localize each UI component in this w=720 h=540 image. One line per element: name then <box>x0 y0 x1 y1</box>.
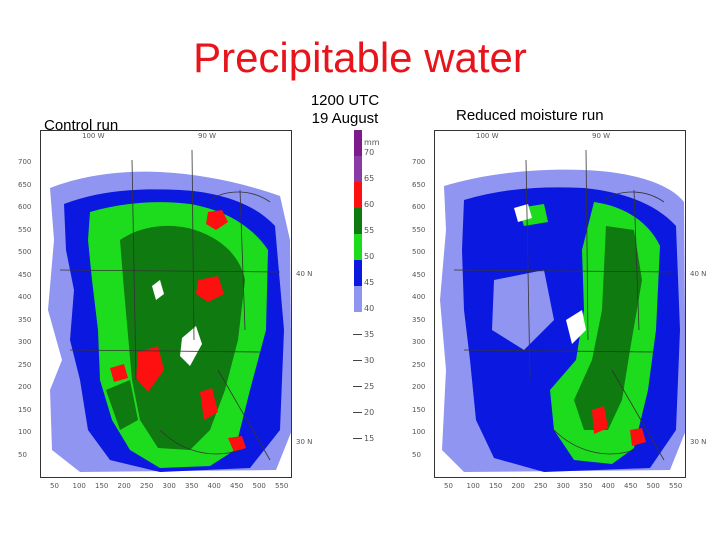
colorbar-tick-20 <box>353 412 362 413</box>
lat-label-right-40n: 40 N <box>690 270 707 278</box>
control-run-map <box>40 130 292 478</box>
colorbar-level-55: 55 <box>364 226 375 235</box>
y-tick-left-550: 550 <box>18 225 32 234</box>
colorbar-swatch-70 <box>354 130 362 156</box>
x-tick-left-300: 300 <box>162 482 176 490</box>
valid-time-date: 19 August <box>311 110 379 127</box>
colorbar-level-25: 25 <box>364 382 375 391</box>
x-tick-left-50: 50 <box>50 482 59 490</box>
lat-label-right-30n: 30 N <box>690 438 707 446</box>
x-tick-right-250: 250 <box>534 482 548 490</box>
lon-label-left-100w: 100 W <box>82 132 105 140</box>
x-tick-left-350: 350 <box>185 482 199 490</box>
lon-label-right-100w: 100 W <box>476 132 499 140</box>
colorbar-level-50: 50 <box>364 252 375 261</box>
reduced-moisture-map <box>434 130 686 478</box>
x-tick-right-100: 100 <box>466 482 480 490</box>
x-tick-right-550: 550 <box>669 482 683 490</box>
pw-field-layers <box>440 169 686 472</box>
y-tick-right-550: 550 <box>412 225 426 234</box>
reduced-moisture-label: Reduced moisture run <box>456 107 604 124</box>
x-tick-right-450: 450 <box>624 482 638 490</box>
colorbar-swatch-50 <box>354 234 362 260</box>
pw-field-layers <box>48 171 292 472</box>
colorbar-swatch-45 <box>354 260 362 286</box>
y-tick-left-400: 400 <box>18 293 32 301</box>
y-tick-right-600: 600 <box>412 203 426 211</box>
y-tick-right-350: 350 <box>412 315 426 324</box>
y-tick-left-50: 50 <box>18 450 27 459</box>
x-tick-left-250: 250 <box>140 482 154 490</box>
valid-time-utc: 1200 UTC <box>310 92 380 109</box>
state-boundaries <box>59 149 281 461</box>
y-tick-right-300: 300 <box>412 338 426 346</box>
page-title: Precipitable water <box>193 34 527 81</box>
colorbar-level-70: 70 <box>364 148 375 157</box>
y-tick-right-450: 450 <box>412 270 426 279</box>
y-tick-left-300: 300 <box>18 338 32 346</box>
colorbar-level-40: 40 <box>364 304 375 313</box>
y-tick-left-700: 700 <box>18 158 32 166</box>
colorbar-level-20: 20 <box>364 408 375 417</box>
lon-label-left-90w: 90 W <box>198 132 217 140</box>
x-tick-left-100: 100 <box>72 482 86 490</box>
colorbar-level-45: 45 <box>364 278 375 287</box>
y-tick-left-250: 250 <box>18 360 32 369</box>
x-tick-right-150: 150 <box>489 482 503 490</box>
colorbar-tick-30 <box>353 360 362 361</box>
y-tick-left-650: 650 <box>18 180 32 189</box>
control-run-label: Control run <box>44 117 119 134</box>
x-tick-right-300: 300 <box>556 482 570 490</box>
lat-label-left-40n: 40 N <box>296 270 313 278</box>
colorbar-swatch-55 <box>354 208 362 234</box>
y-tick-left-450: 450 <box>18 270 32 279</box>
colorbar-level-30: 30 <box>364 356 375 365</box>
colorbar-level-65: 65 <box>364 174 375 183</box>
colorbar-swatch-40 <box>354 286 362 312</box>
colorbar-level-35: 35 <box>364 330 375 339</box>
x-tick-right-350: 350 <box>579 482 593 490</box>
y-tick-left-150: 150 <box>18 405 32 414</box>
x-tick-left-500: 500 <box>252 482 266 490</box>
y-tick-left-600: 600 <box>18 203 32 211</box>
colorbar-swatch-65 <box>354 156 362 182</box>
y-tick-left-100: 100 <box>18 428 32 436</box>
y-tick-right-250: 250 <box>412 360 426 369</box>
x-tick-right-400: 400 <box>601 482 615 490</box>
y-tick-right-100: 100 <box>412 428 426 436</box>
colorbar-swatch-60 <box>354 182 362 208</box>
y-tick-left-200: 200 <box>18 383 32 391</box>
state-boundaries <box>453 149 675 461</box>
colorbar-level-15: 15 <box>364 434 375 443</box>
colorbar-tick-35 <box>353 334 362 335</box>
colorbar-level-60: 60 <box>364 200 375 209</box>
y-tick-right-150: 150 <box>412 405 426 414</box>
colorbar-unit: mm <box>364 138 380 147</box>
y-tick-right-650: 650 <box>412 180 426 189</box>
colorbar-tick-25 <box>353 386 362 387</box>
lon-label-right-90w: 90 W <box>592 132 611 140</box>
x-tick-left-450: 450 <box>230 482 244 490</box>
y-tick-left-500: 500 <box>18 248 32 256</box>
y-tick-right-500: 500 <box>412 248 426 256</box>
x-tick-right-50: 50 <box>444 482 453 490</box>
x-tick-left-200: 200 <box>117 482 131 490</box>
y-tick-right-700: 700 <box>412 158 426 166</box>
x-tick-left-150: 150 <box>95 482 109 490</box>
y-tick-right-50: 50 <box>412 450 421 459</box>
lat-label-left-30n: 30 N <box>296 438 313 446</box>
x-tick-left-400: 400 <box>207 482 221 490</box>
y-tick-left-350: 350 <box>18 315 32 324</box>
x-tick-right-500: 500 <box>646 482 660 490</box>
x-tick-right-200: 200 <box>511 482 525 490</box>
valid-time: 1200 UTC 19 August <box>290 92 400 128</box>
y-tick-right-400: 400 <box>412 293 426 301</box>
x-tick-left-550: 550 <box>275 482 289 490</box>
y-tick-right-200: 200 <box>412 383 426 391</box>
colorbar-tick-15 <box>353 438 362 439</box>
colorbar: mm 70 65 60 55 50 45 40 35 30 25 20 15 <box>336 130 386 488</box>
